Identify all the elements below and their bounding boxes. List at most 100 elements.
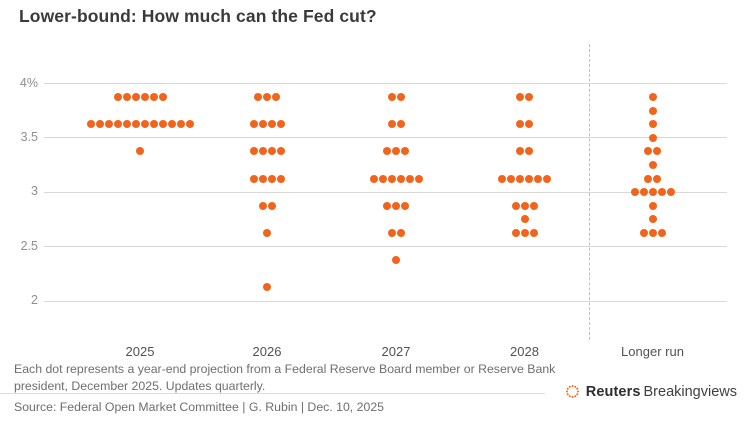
y-gridline	[44, 300, 727, 302]
projection-dot	[396, 120, 405, 129]
projection-dot	[396, 93, 405, 102]
projection-dot	[529, 201, 538, 210]
reuters-logo: Reuters Breakingviews	[564, 383, 737, 400]
projection-dot	[639, 188, 648, 197]
projection-dot	[140, 120, 149, 129]
projection-dot	[648, 106, 657, 115]
reuters-dotted-circle-icon	[565, 384, 579, 399]
projection-dot	[86, 120, 95, 129]
projection-dot	[131, 93, 140, 102]
projection-dot	[258, 120, 267, 129]
projection-dot	[644, 174, 652, 183]
projection-dot	[414, 174, 423, 183]
projection-dot	[167, 120, 176, 129]
x-tick-label: Longer run	[621, 344, 684, 359]
projection-dot	[648, 188, 657, 197]
projection-dot	[369, 174, 378, 183]
longer-run-separator	[588, 44, 590, 340]
projection-dot	[392, 201, 400, 210]
projection-dot	[249, 174, 258, 183]
projection-dot	[267, 120, 276, 129]
y-tick-label: 3	[31, 184, 38, 199]
projection-dot	[405, 174, 414, 183]
y-gridline	[44, 246, 727, 248]
projection-dot	[657, 188, 666, 197]
projection-dot	[258, 174, 267, 183]
x-tick-label: 2027	[381, 344, 411, 359]
brand-reuters: Reuters	[585, 383, 641, 400]
projection-dot	[272, 93, 280, 102]
projection-dot	[104, 120, 113, 129]
projection-dot	[511, 201, 520, 210]
projection-dot	[131, 120, 140, 129]
projection-dot	[383, 201, 391, 210]
x-tick-label: 2026	[252, 344, 282, 359]
projection-dot	[648, 120, 657, 129]
projection-dot	[276, 174, 285, 183]
projection-dot	[378, 174, 387, 183]
projection-dot	[657, 229, 666, 238]
projection-dot	[176, 120, 185, 129]
projection-dot	[498, 174, 506, 183]
projection-dot	[136, 147, 144, 156]
projection-dot	[525, 147, 533, 156]
projection-dot	[666, 188, 675, 197]
x-tick-label: 2025	[125, 344, 155, 359]
projection-dot	[516, 174, 524, 183]
projection-dot	[525, 174, 533, 183]
chart-title: Lower-bound: How much can the Fed cut?	[19, 6, 377, 26]
projection-dot	[525, 93, 533, 102]
projection-dot	[520, 201, 529, 210]
projection-dot	[95, 120, 104, 129]
projection-dot	[122, 120, 131, 129]
projection-dot	[383, 147, 391, 156]
projection-dot	[396, 174, 405, 183]
projection-dot	[401, 147, 409, 156]
projection-dot	[516, 147, 524, 156]
projection-dot	[392, 147, 400, 156]
projection-dot	[122, 93, 131, 102]
projection-dot	[516, 93, 524, 102]
y-tick-label: 4%	[19, 75, 38, 90]
y-tick-label: 3.5	[20, 129, 38, 144]
y-gridline	[44, 83, 727, 84]
projection-dot	[249, 120, 258, 129]
projection-dot	[267, 201, 276, 210]
projection-dot	[520, 229, 529, 238]
projection-dot	[630, 188, 639, 197]
projection-dot	[392, 256, 400, 265]
projection-dot	[511, 229, 520, 238]
projection-dot	[653, 147, 661, 156]
projection-dot	[149, 93, 158, 102]
brand-breakingviews: Breakingviews	[643, 383, 738, 400]
projection-dot	[525, 120, 533, 129]
projection-dot	[534, 174, 542, 183]
projection-dot	[648, 93, 657, 102]
projection-dot	[254, 93, 262, 102]
projection-dot	[653, 174, 661, 183]
projection-dot	[648, 133, 657, 142]
projection-dot	[648, 215, 657, 224]
projection-dot	[387, 93, 396, 102]
projection-dot	[516, 120, 524, 129]
projection-dot	[185, 120, 194, 129]
projection-dot	[520, 215, 529, 224]
projection-dot	[387, 229, 396, 238]
projection-dot	[639, 229, 648, 238]
source-line: Source: Federal Open Market Committee | …	[14, 400, 384, 414]
y-tick-label: 2	[31, 293, 38, 307]
projection-dot	[396, 229, 405, 238]
projection-dot	[113, 93, 122, 102]
projection-dot	[648, 229, 657, 238]
projection-dot	[401, 201, 409, 210]
projection-dot	[258, 147, 267, 156]
projection-dot	[276, 147, 285, 156]
projection-dot	[507, 174, 515, 183]
projection-dot	[158, 93, 167, 102]
projection-dot	[263, 283, 271, 292]
projection-dot	[267, 147, 276, 156]
y-gridline	[44, 137, 727, 139]
projection-dot	[529, 229, 538, 238]
projection-dot	[648, 161, 657, 170]
